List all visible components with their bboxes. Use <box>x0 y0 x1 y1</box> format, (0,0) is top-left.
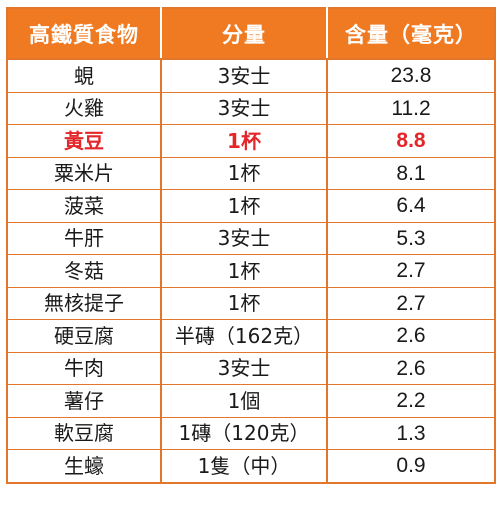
cell-food: 牛肉 <box>7 351 161 385</box>
cell-portion: 1杯 <box>160 156 327 190</box>
cell-portion: 1個 <box>160 384 327 417</box>
cell-food: 硬豆腐 <box>7 319 161 352</box>
cell-amount: 5.3 <box>326 221 495 255</box>
cell-amount: 2.7 <box>326 254 495 287</box>
cell-portion: 3安士 <box>160 58 327 92</box>
cell-portion: 1杯 <box>160 286 327 320</box>
cell-portion: 1磚（120克） <box>160 416 327 450</box>
cell-amount: 8.8 <box>326 124 495 157</box>
cell-portion: 1隻（中） <box>160 449 327 483</box>
table-body: 蜆 3安士 23.8 火雞 3安士 11.2 黃豆 1杯 8.8 粟米片 1杯 … <box>7 58 495 483</box>
cell-portion: 3安士 <box>160 351 327 385</box>
cell-portion: 1杯 <box>160 124 327 157</box>
table-row: 蜆 3安士 23.8 <box>7 58 495 92</box>
table-row: 薯仔 1個 2.2 <box>7 384 495 417</box>
cell-amount: 11.2 <box>326 91 495 125</box>
table-row: 火雞 3安士 11.2 <box>7 91 495 125</box>
table-row: 生蠔 1隻（中） 0.9 <box>7 449 495 483</box>
header-row: 高鐵質食物 分量 含量（毫克） <box>7 8 495 60</box>
cell-food: 薯仔 <box>7 384 161 417</box>
cell-food: 火雞 <box>7 91 161 125</box>
cell-portion: 3安士 <box>160 91 327 125</box>
cell-amount: 1.3 <box>326 416 495 450</box>
header-amount: 含量（毫克） <box>326 8 495 60</box>
cell-food: 冬菇 <box>7 254 161 287</box>
cell-portion: 1杯 <box>160 254 327 287</box>
table-row: 硬豆腐 半磚（162克） 2.6 <box>7 319 495 352</box>
header-portion: 分量 <box>160 8 327 60</box>
iron-food-table: 高鐵質食物 分量 含量（毫克） 蜆 3安士 23.8 火雞 3安士 11.2 黃… <box>6 7 496 484</box>
cell-amount: 2.7 <box>326 286 495 320</box>
cell-amount: 6.4 <box>326 189 495 222</box>
table-row: 冬菇 1杯 2.7 <box>7 254 495 287</box>
cell-food: 粟米片 <box>7 156 161 190</box>
cell-amount: 2.6 <box>326 351 495 385</box>
cell-portion: 1杯 <box>160 189 327 222</box>
cell-food: 生蠔 <box>7 449 161 483</box>
table-row: 無核提子 1杯 2.7 <box>7 286 495 320</box>
cell-food: 無核提子 <box>7 286 161 320</box>
iron-food-table-container: 高鐵質食物 分量 含量（毫克） 蜆 3安士 23.8 火雞 3安士 11.2 黃… <box>6 7 496 513</box>
cell-amount: 23.8 <box>326 58 495 92</box>
cell-food: 菠菜 <box>7 189 161 222</box>
cell-amount: 0.9 <box>326 449 495 483</box>
table-row: 黃豆 1杯 8.8 <box>7 124 495 157</box>
header-food: 高鐵質食物 <box>7 8 161 60</box>
table-row: 菠菜 1杯 6.4 <box>7 189 495 222</box>
cell-amount: 2.6 <box>326 319 495 352</box>
table-row: 軟豆腐 1磚（120克） 1.3 <box>7 416 495 450</box>
cell-food: 軟豆腐 <box>7 416 161 450</box>
cell-portion: 3安士 <box>160 221 327 255</box>
cell-amount: 2.2 <box>326 384 495 417</box>
table-header: 高鐵質食物 分量 含量（毫克） <box>7 8 495 60</box>
table-row: 粟米片 1杯 8.1 <box>7 156 495 190</box>
cell-food: 蜆 <box>7 58 161 92</box>
cell-food: 牛肝 <box>7 221 161 255</box>
table-row: 牛肝 3安士 5.3 <box>7 221 495 255</box>
cell-amount: 8.1 <box>326 156 495 190</box>
table-row: 牛肉 3安士 2.6 <box>7 351 495 385</box>
cell-portion: 半磚（162克） <box>160 319 327 352</box>
cell-food: 黃豆 <box>7 124 161 157</box>
